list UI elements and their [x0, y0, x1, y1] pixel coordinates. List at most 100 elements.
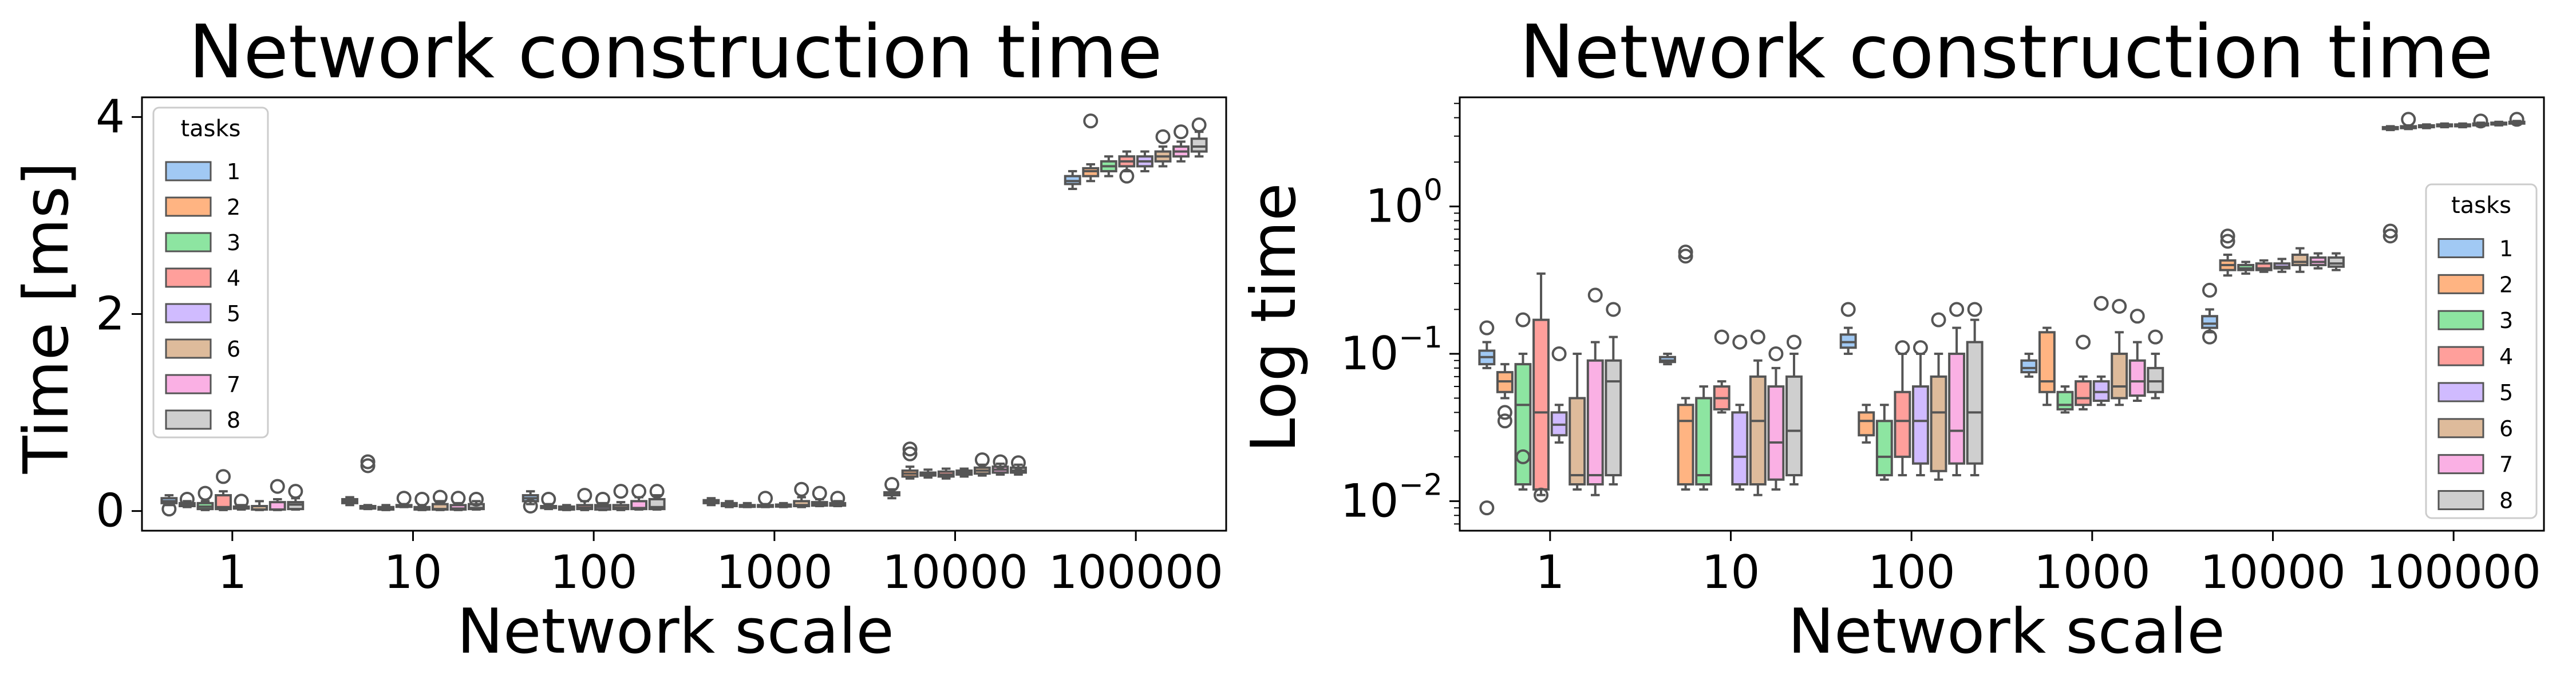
box-series-6-scale-10 — [1749, 329, 1767, 496]
box-series-3-scale-100 — [558, 504, 575, 511]
box-series-5-scale-1 — [232, 493, 250, 511]
outlier-point — [830, 491, 846, 506]
outlier-point — [1534, 487, 1549, 503]
legend-item-8: 8 — [2437, 488, 2513, 514]
box-iqr — [2128, 359, 2146, 397]
legend-swatch — [2437, 310, 2484, 330]
box-iqr — [2038, 331, 2056, 393]
box-iqr — [2020, 359, 2038, 374]
legend-item-6: 6 — [165, 337, 240, 362]
y-tick-label: 10−2 — [1341, 468, 1443, 527]
x-axis-label: Network scale — [457, 596, 894, 668]
legend-label: 3 — [2499, 308, 2513, 333]
outlier-point — [649, 484, 665, 499]
legend-item-3: 3 — [2437, 308, 2513, 333]
box-series-8-scale-1000 — [829, 491, 847, 507]
box-series-8-scale-100 — [1966, 302, 1984, 477]
box-series-1-scale-1000 — [2020, 352, 2038, 378]
outlier-point — [1732, 334, 1748, 350]
box-series-3-scale-1 — [1514, 312, 1532, 491]
box-series-3-scale-10 — [377, 504, 395, 511]
box-series-1-scale-1 — [1478, 320, 1496, 516]
box-series-7-scale-10000 — [2309, 252, 2327, 270]
outlier-point — [1010, 455, 1026, 471]
outlier-point — [2509, 112, 2524, 127]
box-series-6-scale-100000 — [2472, 113, 2490, 129]
outlier-point — [902, 441, 918, 457]
box-series-5-scale-10 — [1731, 334, 1749, 491]
box-series-2-scale-1 — [178, 491, 196, 508]
y-tick-label: 10−1 — [1341, 321, 1443, 380]
box-series-3-scale-10000 — [2237, 260, 2255, 275]
box-series-8-scale-10 — [1785, 334, 1803, 486]
legend-label: 2 — [227, 195, 240, 220]
y-axis-label: Time [ms] — [11, 162, 82, 474]
box-series-4-scale-100000 — [1118, 150, 1136, 184]
outlier-point — [523, 498, 538, 514]
chart-log-time: Network construction time Log time Netwo… — [1238, 10, 2545, 668]
box-series-5-scale-10 — [413, 491, 431, 511]
box-iqr — [2201, 315, 2218, 329]
outlier-point — [1750, 329, 1765, 345]
box-iqr — [1568, 397, 1586, 486]
box-series-7-scale-100000 — [2490, 120, 2508, 127]
outlier-point — [270, 479, 285, 494]
box-iqr — [1767, 385, 1785, 481]
box-series-8-scale-1 — [1605, 302, 1622, 486]
legend-swatch — [165, 303, 212, 323]
legend-title: tasks — [180, 116, 240, 142]
legend-item-5: 5 — [2437, 380, 2513, 405]
box-series-3-scale-1000 — [2056, 385, 2074, 414]
outlier-point — [2401, 112, 2416, 127]
legend-swatch — [165, 409, 212, 430]
outlier-point — [1155, 129, 1171, 144]
box-series-1-scale-10 — [1659, 352, 1676, 366]
outlier-point — [288, 484, 303, 499]
outlier-point — [1949, 302, 1965, 317]
box-series-3-scale-100000 — [1100, 155, 1117, 177]
box-series-5-scale-100000 — [2454, 122, 2471, 129]
outlier-point — [1191, 117, 1207, 133]
outlier-point — [1840, 302, 1856, 317]
y-ticks: 10−2 10−1 100 — [1341, 102, 1460, 527]
outlier-point — [216, 469, 231, 484]
outlier-point — [993, 454, 1008, 469]
x-tick-label: 100000 — [2366, 546, 2541, 599]
legend-item-4: 4 — [2437, 344, 2513, 369]
box-series-4-scale-1 — [215, 469, 232, 511]
legend-label: 3 — [227, 230, 240, 255]
x-tick-label: 100000 — [1048, 546, 1223, 599]
outlier-point — [2202, 329, 2218, 345]
x-tick-label: 100 — [1868, 546, 1955, 599]
box-iqr — [1930, 375, 1947, 472]
outlier-point — [1768, 346, 1784, 361]
legend-label: 7 — [2499, 452, 2513, 477]
box-series-5-scale-100000 — [1136, 150, 1153, 173]
legend-item-8: 8 — [165, 408, 240, 433]
box-series-4-scale-1000 — [757, 491, 774, 508]
outlier-point — [2148, 329, 2163, 345]
legend-item-2: 2 — [2437, 272, 2513, 297]
legend-label: 1 — [227, 159, 240, 184]
box-series-6-scale-10000 — [973, 452, 991, 477]
x-tick-label: 1 — [218, 546, 247, 599]
legend-label: 7 — [227, 372, 240, 397]
outlier-point — [1515, 312, 1531, 327]
chart-title: Network construction time — [189, 10, 1163, 95]
y-tick-label: 0 — [96, 484, 125, 538]
x-ticks: 1 10 100 1000 10000 100000 — [218, 531, 1223, 599]
box-series-3-scale-1 — [196, 485, 214, 511]
outlier-point — [179, 491, 195, 507]
box-series-1-scale-10000 — [2201, 282, 2218, 345]
legend-swatch — [165, 267, 212, 288]
box-series-7-scale-100 — [630, 484, 648, 511]
outlier-point — [758, 491, 773, 506]
box-series-1-scale-100000 — [2381, 125, 2399, 244]
legend-item-3: 3 — [165, 230, 240, 255]
box-series-4-scale-100 — [576, 488, 594, 511]
box-series-5-scale-10000 — [2273, 258, 2291, 273]
box-series-7-scale-1 — [1586, 287, 1604, 496]
x-tick-label: 100 — [550, 546, 638, 599]
outlier-point — [1497, 405, 1512, 420]
outlier-point — [1497, 413, 1512, 429]
